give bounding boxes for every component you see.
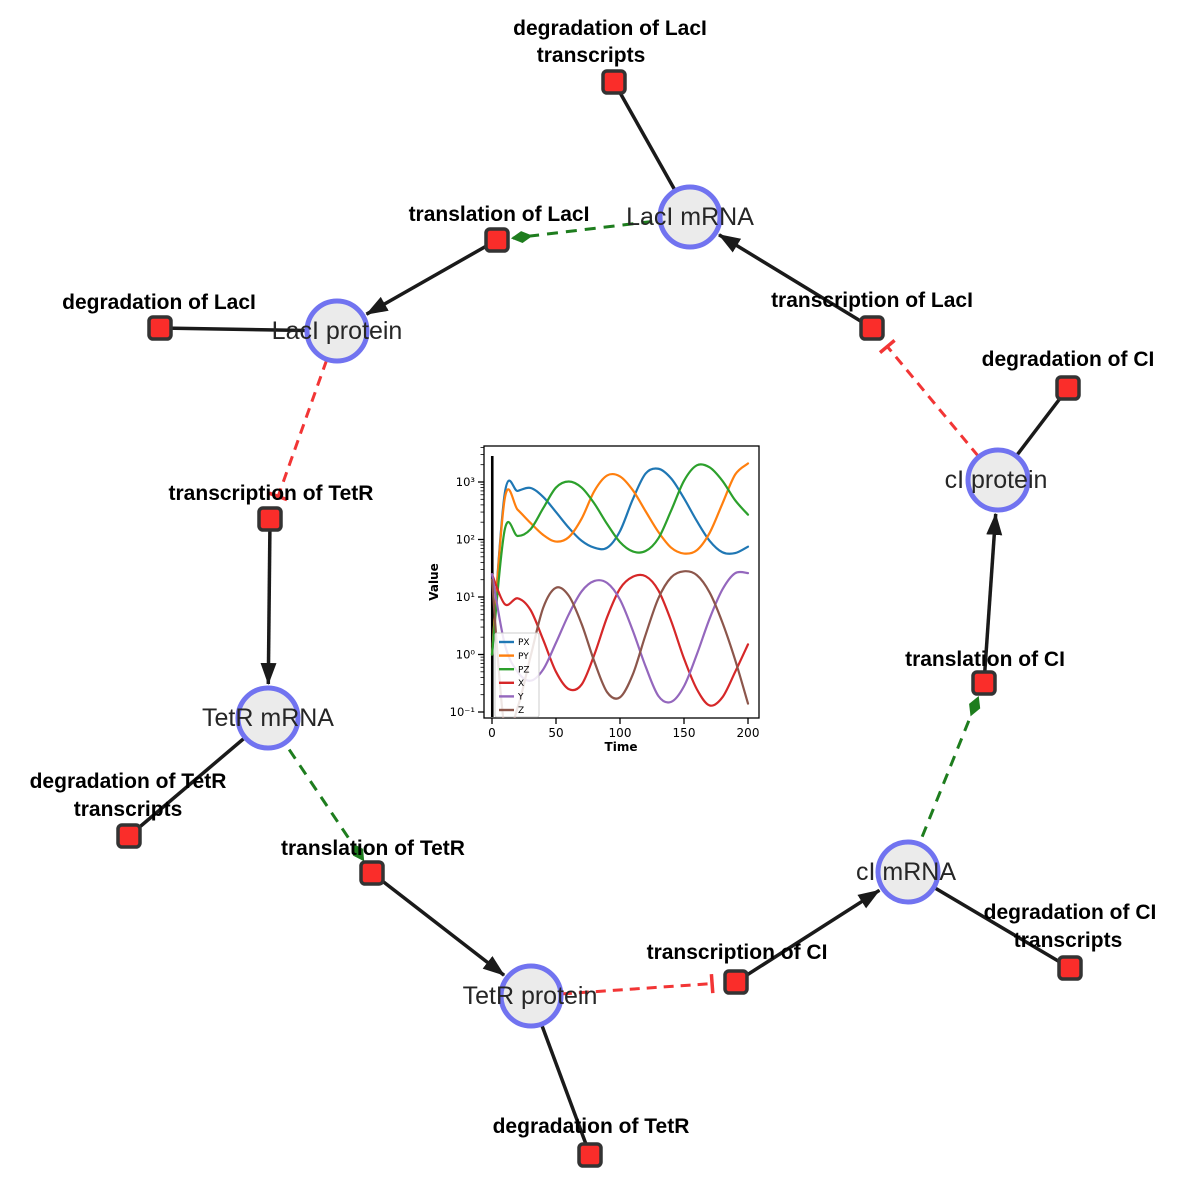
edge-translation-to-tetr-protein [370,871,506,977]
label-degradation-ci: degradation of CI [982,348,1155,371]
species-node-laci-mrna[interactable] [657,184,723,250]
label-species-tetr-mrna: TetR mRNA [202,704,334,732]
edge-layer [127,81,1071,1156]
label-layer: degradation of LacI transcripts translat… [30,17,1157,1138]
label-species-tetr-protein: TetR protein [463,982,598,1010]
label-degradation-tetr-transcripts-line1: degradation of TetR [30,770,227,793]
label-transcription-tetr: transcription of TetR [169,482,374,505]
y-tick-label: 10¹ [456,590,475,604]
species-node-ci-protein[interactable] [965,447,1031,513]
edge-translation-to-ci-protein [982,512,1003,684]
species-node-laci-protein[interactable] [304,298,370,364]
chart-dynamic-content: 10⁻¹ 10⁰ 10¹ 10² 10³ 0 50 100 150 200 PX PY PZ XYZ [450,446,760,740]
series-PZ [490,463,750,656]
node-layer [116,69,1083,1168]
label-translation-tetr: translation of TetR [281,837,465,860]
x-tick-label: 100 [609,726,632,740]
label-species-laci-mrna: LacI mRNA [626,203,754,231]
label-degradation-tetr: degradation of TetR [493,1115,690,1138]
chart-legend: PX PY PZ XYZ [494,632,540,718]
legend-label-X: X [518,679,524,689]
edge-transcription-to-tetr-mrna [260,518,277,685]
label-degradation-laci-transcripts-line1: degradation of LacI [513,17,707,40]
reaction-node-degradation-ci-transcripts[interactable] [1057,955,1083,981]
reaction-node-translation-laci[interactable] [484,227,510,253]
label-translation-laci: translation of LacI [409,203,590,226]
reaction-node-transcription-ci[interactable] [723,969,749,995]
x-tick-label: 50 [548,726,563,740]
inhibition-tbar-laci-transcription [878,339,896,354]
y-tick-label: 10⁻¹ [450,705,475,719]
label-degradation-tetr-transcripts-line2: transcripts [74,798,183,821]
edge-tetr-protein-inhibits-ci-transcription [561,982,713,996]
edge-transcription-to-ci-mrna [735,888,881,984]
reaction-node-degradation-tetr-transcripts[interactable] [116,823,142,849]
edge-ci-protein-inhibits-laci-transcription [886,345,980,458]
chart-y-axis-label: Value [427,563,441,601]
y-tick-label: 10² [456,533,475,547]
species-node-tetr-mrna[interactable] [235,685,301,751]
legend-label-PX: PX [518,638,530,648]
label-transcription-laci: transcription of LacI [771,289,973,312]
species-node-ci-mrna[interactable] [875,839,941,905]
legend-box [494,632,540,718]
species-node-tetr-protein[interactable] [498,963,564,1029]
inhibition-tbar-ci-transcription [709,973,715,994]
chart-plot-box [483,445,760,719]
x-tick-label: 150 [673,726,696,740]
reaction-node-degradation-tetr[interactable] [577,1142,603,1168]
label-species-laci-protein: LacI protein [272,317,403,345]
chart-x-axis-label: Time [605,740,638,754]
label-degradation-ci-transcripts-line2: transcripts [1014,929,1123,952]
label-species-ci-mrna: cI mRNA [856,858,956,886]
x-tick-label: 0 [488,726,496,740]
reaction-node-degradation-laci[interactable] [147,315,173,341]
inset-chart: Value Time 10⁻¹ 10⁰ 10¹ 10² 10³ 0 50 100 150 200 P… [427,445,760,754]
edge-ci-mrna-to-translation [906,695,981,873]
edge-translation-to-laci-protein [365,238,498,316]
legend-label-PZ: PZ [518,665,530,675]
reaction-node-transcription-laci[interactable] [859,315,885,341]
label-transcription-ci: transcription of CI [647,941,828,964]
reaction-node-degradation-laci-transcripts[interactable] [601,69,627,95]
legend-label-Y: Y [517,693,524,703]
label-degradation-laci: degradation of LacI [62,291,256,314]
y-tick-label: 10³ [456,475,476,489]
reaction-node-translation-ci[interactable] [971,670,997,696]
y-tick-label: 10⁰ [456,648,476,662]
x-tick-label: 200 [737,726,760,740]
reaction-node-transcription-tetr[interactable] [257,506,283,532]
edge-transcription-to-laci-mrna [718,233,873,330]
series-X [490,573,750,707]
label-species-ci-protein: cI protein [945,466,1048,494]
series-PY [490,462,750,656]
reaction-node-degradation-ci[interactable] [1055,375,1081,401]
reaction-node-translation-tetr[interactable] [359,860,385,886]
inhibition-tbar-tetr-transcription [268,491,288,502]
label-degradation-ci-transcripts-line1: degradation of CI [984,901,1157,924]
legend-label-Z: Z [518,706,524,716]
series-PX [490,467,750,656]
edge-laci-protein-inhibits-tetr-transcription [276,359,329,497]
label-degradation-laci-transcripts-line2: transcripts [537,44,646,67]
legend-label-PY: PY [518,652,529,662]
label-translation-ci: translation of CI [905,648,1065,671]
